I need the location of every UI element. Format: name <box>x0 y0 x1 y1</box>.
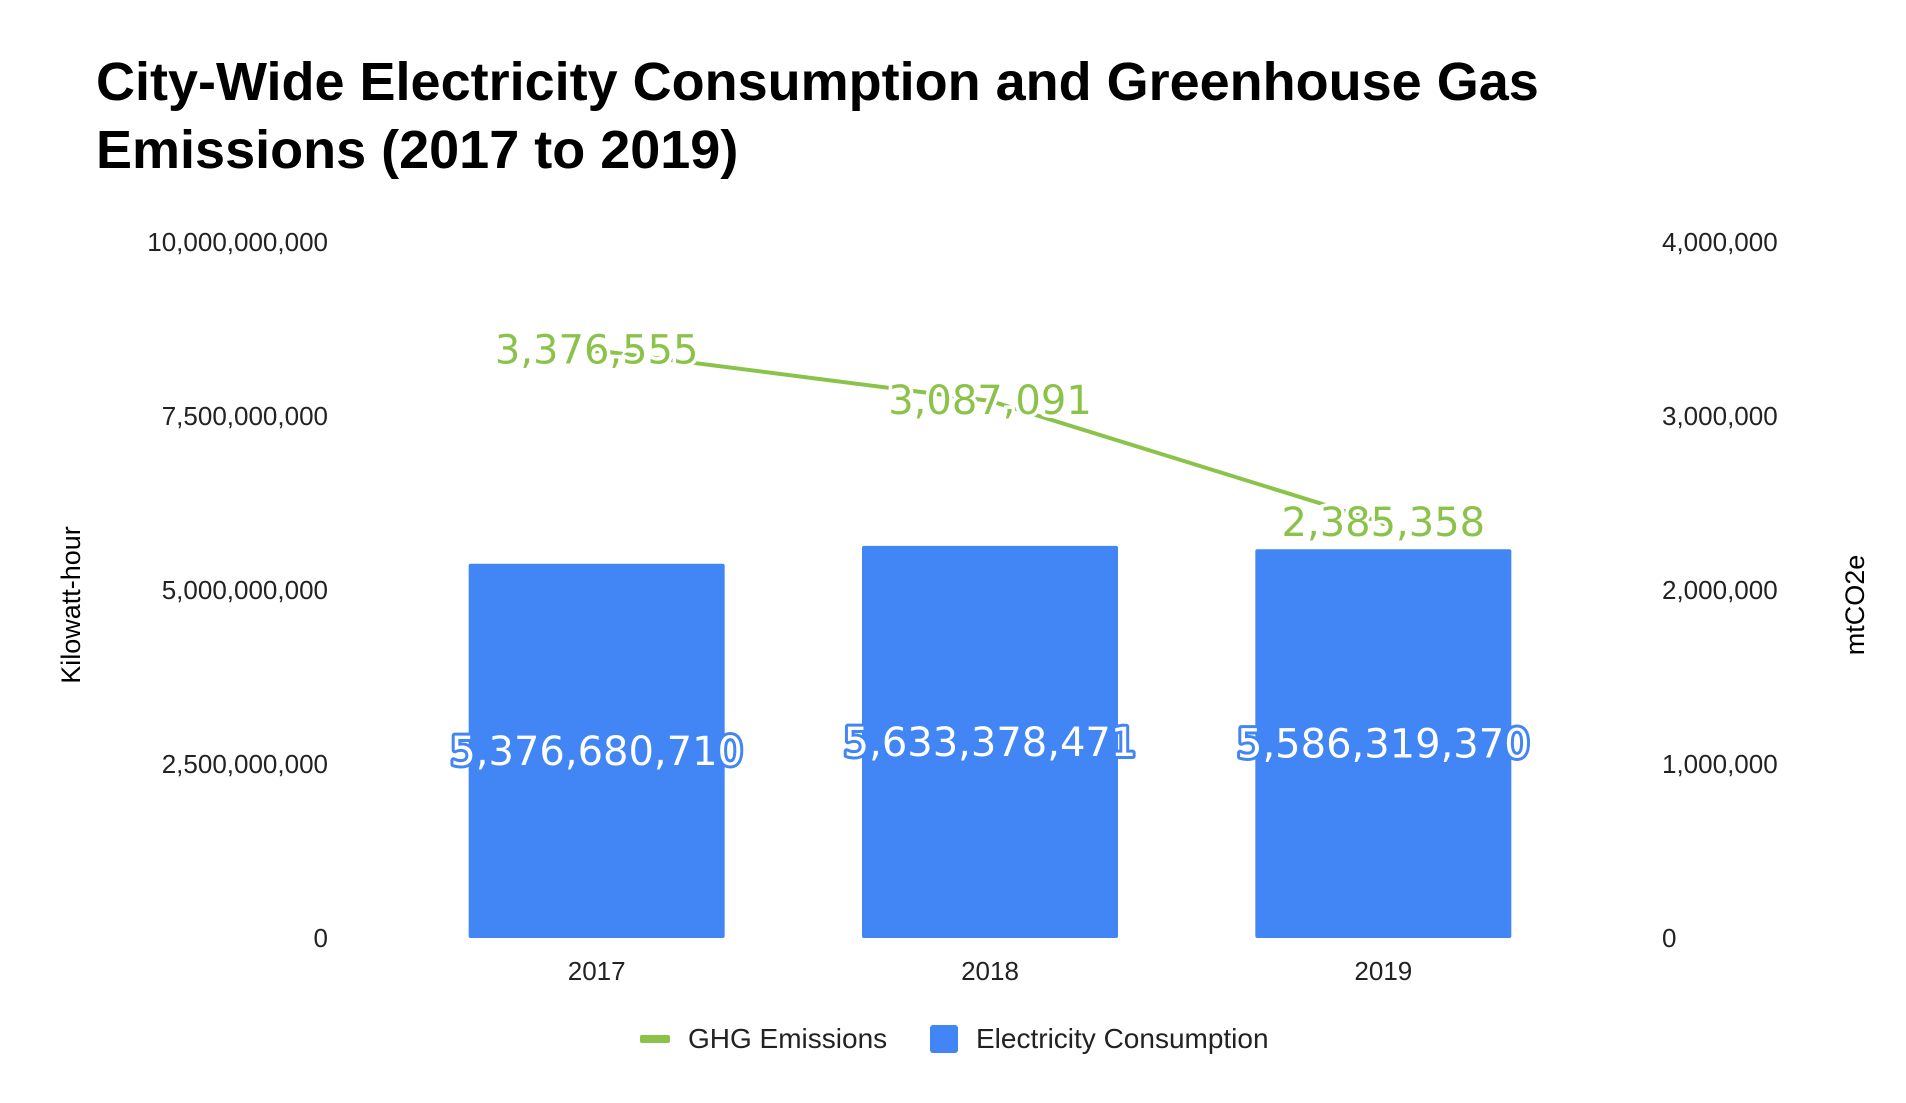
left-tick-label: 2,500,000,000 <box>162 749 328 779</box>
legend-label-ghg: GHG Emissions <box>688 1023 887 1054</box>
ghg-point-2018 <box>987 397 993 404</box>
x-axis-ticks: 2017 2018 2019 <box>568 956 1413 986</box>
right-tick-label: 4,000,000 <box>1662 227 1778 257</box>
legend: GHG Emissions Electricity Consumption <box>640 1023 1269 1054</box>
ghg-point-2019 <box>1380 519 1387 526</box>
bar-2018 <box>862 545 1118 938</box>
line-data-label: 3,376,555 <box>495 327 699 373</box>
x-tick-label: 2017 <box>568 956 626 986</box>
left-tick-label: 7,500,000,000 <box>162 401 328 431</box>
bar-data-label: 5,376,680,710 <box>450 729 743 775</box>
legend-label-electricity: Electricity Consumption <box>976 1023 1269 1054</box>
left-tick-label: 0 <box>314 923 328 953</box>
right-tick-label: 2,000,000 <box>1662 575 1778 605</box>
right-tick-label: 1,000,000 <box>1662 749 1778 779</box>
right-tick-label: 3,000,000 <box>1662 401 1778 431</box>
bar-data-label: 5,633,378,471 <box>844 720 1137 766</box>
left-axis-ticks: 0 2,500,000,000 5,000,000,000 7,500,000,000… <box>147 227 328 953</box>
bar-2019 <box>1255 549 1512 938</box>
line-data-label: 3,087,091 <box>888 378 1092 424</box>
bar-2017 <box>468 563 725 938</box>
left-axis-title: Kilowatt-hour <box>56 526 86 684</box>
x-tick-label: 2018 <box>961 956 1019 986</box>
left-tick-label: 10,000,000,000 <box>147 227 328 257</box>
right-axis-title: mtCO2e <box>1840 555 1870 656</box>
x-tick-label: 2019 <box>1354 956 1412 986</box>
legend-swatch-ghg <box>640 1035 670 1043</box>
right-axis-ticks: 0 1,000,000 2,000,000 3,000,000 4,000,000 <box>1662 227 1778 953</box>
ghg-emissions-line <box>596 348 1384 525</box>
chart-title: City-Wide Electricity Consumption and Gr… <box>96 52 1539 180</box>
line-series: 3,376,555 3,087,091 2,385,358 <box>491 324 1488 549</box>
left-tick-label: 5,000,000,000 <box>162 575 328 605</box>
ghg-point-2017 <box>593 347 600 354</box>
legend-swatch-electricity <box>930 1025 958 1053</box>
right-tick-label: 0 <box>1662 923 1676 953</box>
bar-data-label: 5,586,319,370 <box>1237 722 1530 768</box>
bar-series: 5,376,680,710 5,633,378,471 5,586,319,370 <box>447 545 1533 938</box>
line-data-label: 2,385,358 <box>1282 500 1486 546</box>
